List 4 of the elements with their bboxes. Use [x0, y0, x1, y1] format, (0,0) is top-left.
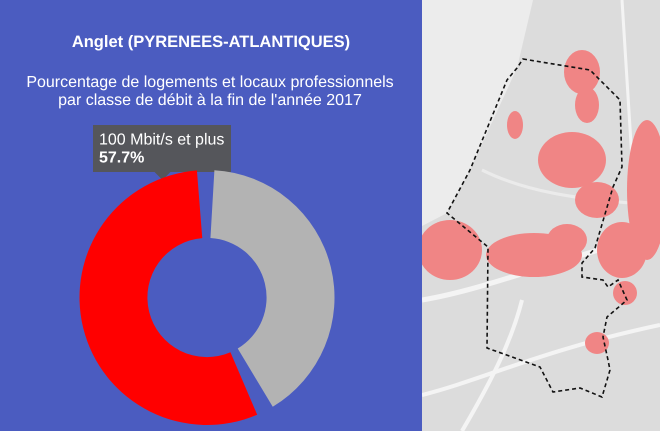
data-label: 57.7% [99, 149, 144, 166]
chart-title: Anglet (PYRENEES-ATLANTIQUES) [70, 33, 352, 51]
slice-label: 100 Mbit/s et plus [99, 131, 224, 148]
chart-subtitle: Pourcentage de logements et locaux professionnels par classe de débit à la fin de l'année 2017 [25, 74, 395, 110]
